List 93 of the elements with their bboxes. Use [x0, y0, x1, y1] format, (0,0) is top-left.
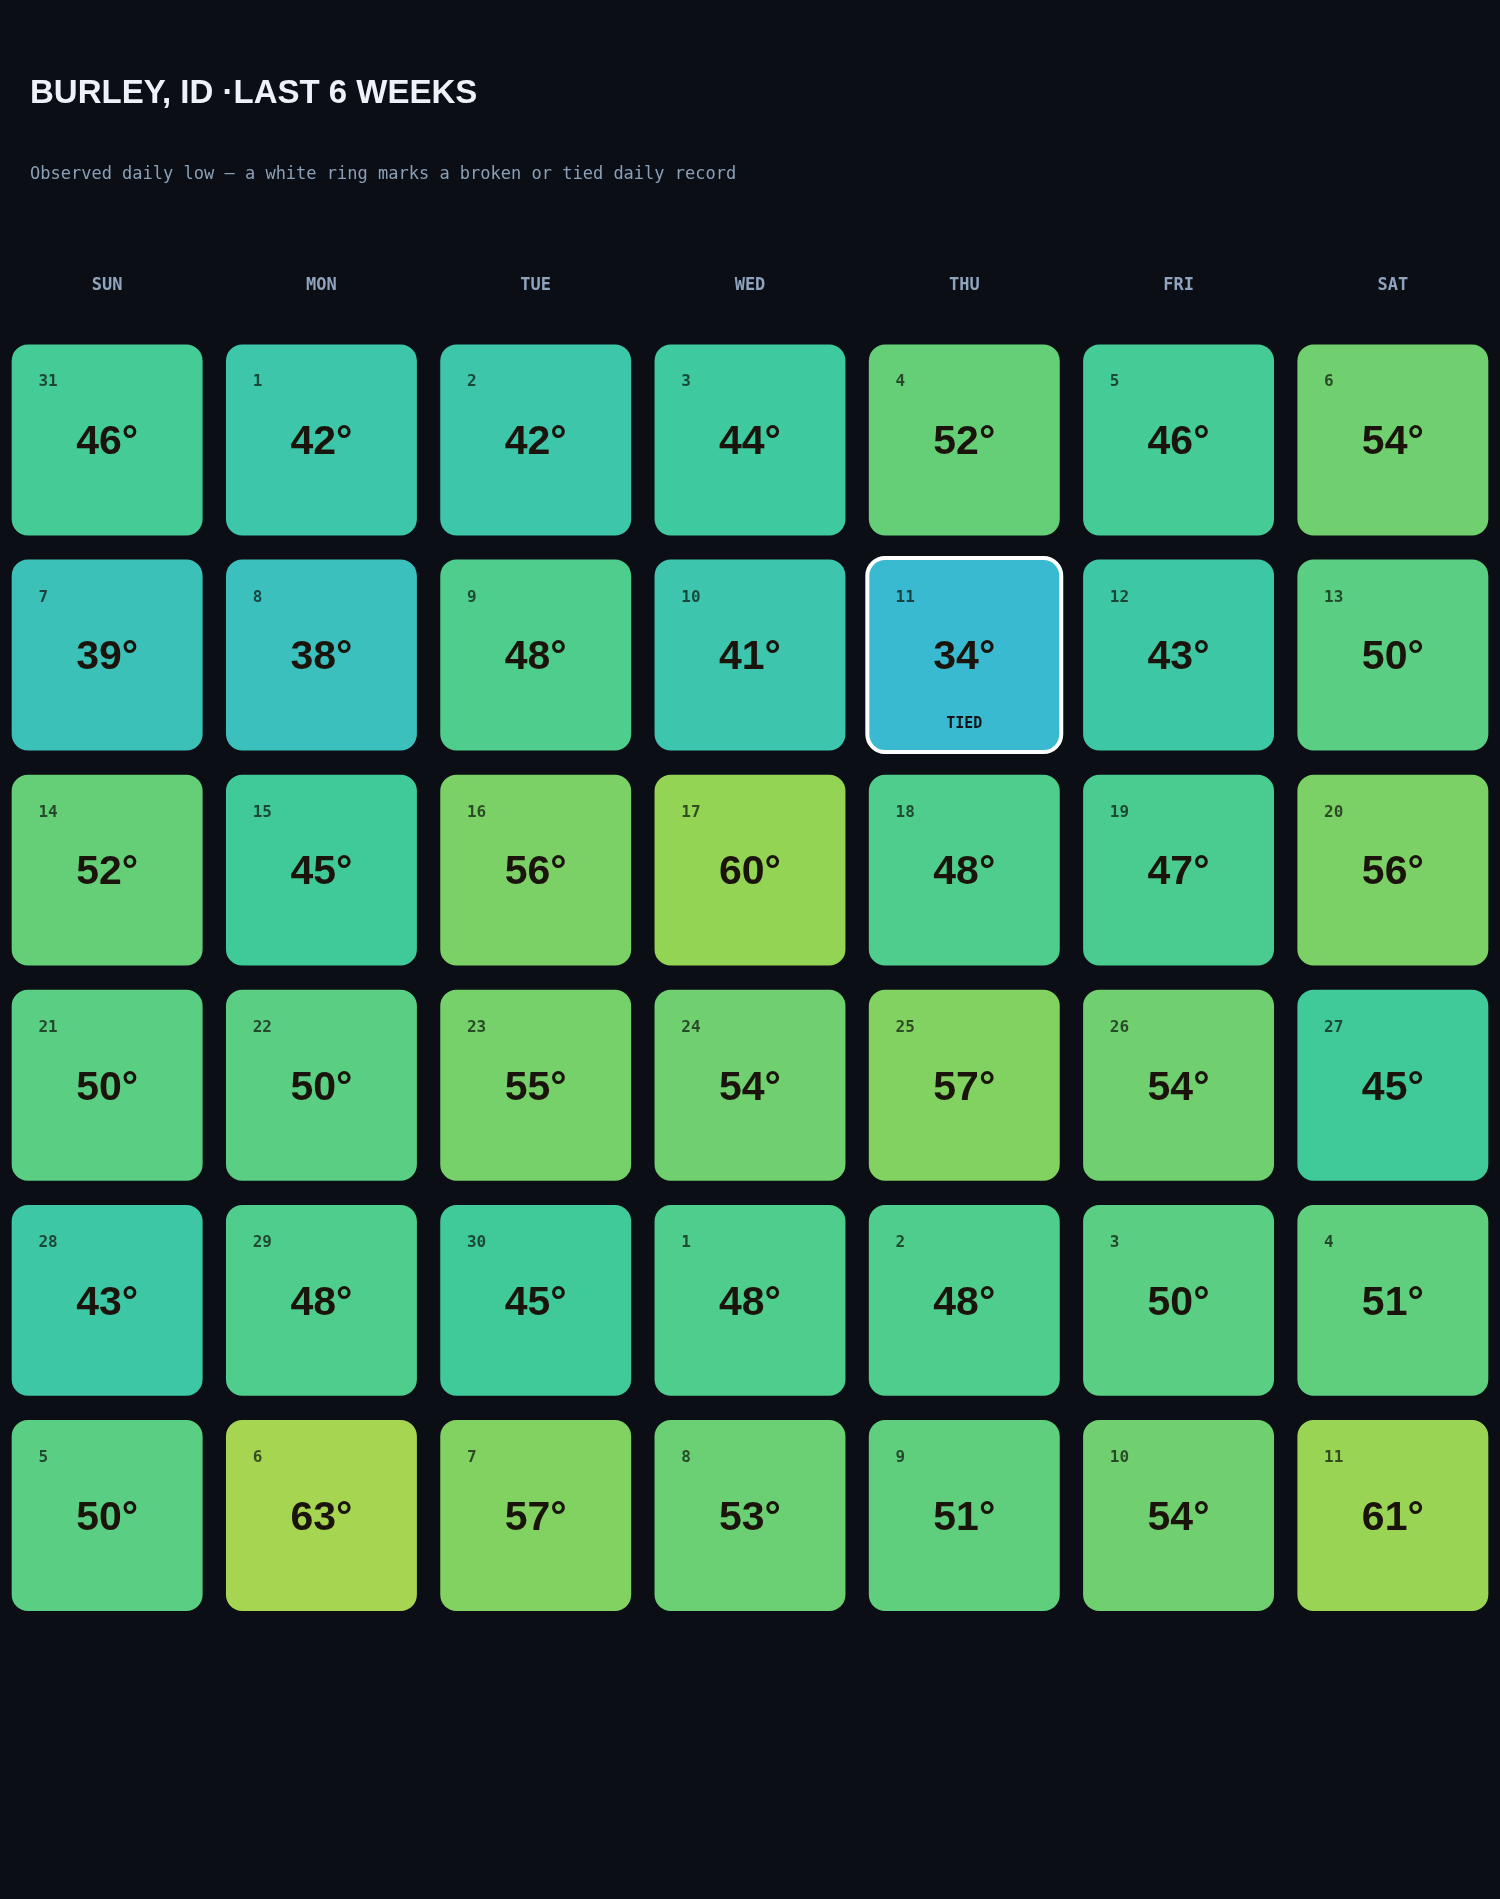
- data-label: 48°: [504, 632, 567, 679]
- data-label: 44°: [718, 417, 782, 464]
- annotation: 24: [681, 1016, 701, 1036]
- data-label: 56°: [1361, 847, 1424, 894]
- data-label: 50°: [76, 1062, 139, 1109]
- data-label: 50°: [76, 1492, 139, 1539]
- annotation: 12: [1109, 586, 1130, 606]
- annotation: 28: [38, 1231, 58, 1251]
- data-label: 38°: [290, 632, 353, 679]
- data-label: 50°: [290, 1062, 353, 1109]
- annotation: 2: [466, 371, 477, 391]
- annotation: 9: [895, 1446, 906, 1466]
- annotation: 4: [1324, 1231, 1334, 1251]
- data-label: 52°: [933, 417, 996, 464]
- annotation: 5: [38, 1446, 49, 1466]
- annotation: 13: [1324, 586, 1344, 606]
- data-label: 48°: [290, 1277, 353, 1324]
- data-label: 42°: [290, 417, 353, 464]
- data-label: 34° TIED: [933, 632, 996, 732]
- annotation: 29: [252, 1231, 272, 1251]
- data-label: 46°: [76, 417, 139, 464]
- data-label: 48°: [718, 1277, 782, 1324]
- data-label: 45°: [290, 847, 353, 894]
- annotation: 17: [681, 801, 701, 821]
- annotation: 1: [252, 371, 263, 391]
- x-tick-label: SAT: [1377, 273, 1409, 294]
- annotation: 15: [252, 801, 272, 821]
- data-label: 55°: [504, 1062, 567, 1109]
- annotation: 6: [252, 1446, 263, 1466]
- annotation: 14: [38, 801, 58, 821]
- annotation: 5: [1109, 371, 1120, 391]
- annotation: 10: [1109, 1446, 1130, 1466]
- chart-title: BURLEY, ID ·LAST 6 WEEKS: [30, 73, 478, 110]
- data-label: 42°: [504, 417, 567, 464]
- data-label: 54°: [718, 1062, 782, 1109]
- annotation: 3: [1109, 1231, 1120, 1251]
- annotation: 20: [1324, 801, 1344, 821]
- data-label: 41°: [718, 632, 782, 679]
- data-label: 50°: [1147, 1277, 1210, 1324]
- data-label: 45°: [1361, 1062, 1424, 1109]
- annotation: 4: [895, 371, 906, 391]
- annotation: 6: [1324, 371, 1334, 391]
- annotation: 26: [1109, 1016, 1130, 1036]
- x-tick-label: SUN: [91, 273, 123, 294]
- data-label: 43°: [1147, 632, 1210, 679]
- annotation: 25: [895, 1016, 915, 1036]
- data-label: 54°: [1147, 1062, 1210, 1109]
- annotation: 7: [466, 1446, 477, 1466]
- annotation: 19: [1109, 801, 1130, 821]
- data-label: 52°: [76, 847, 139, 894]
- annotation: 21: [38, 1016, 58, 1036]
- data-label: 48°: [933, 847, 996, 894]
- data-label: 50°: [1361, 632, 1424, 679]
- annotation: 3: [681, 371, 691, 391]
- annotation: 31: [38, 371, 58, 391]
- data-label: 56°: [504, 847, 567, 894]
- annotation: 8: [681, 1446, 691, 1466]
- data-label: 39°: [76, 632, 139, 679]
- data-label: 48°: [933, 1277, 996, 1324]
- annotation: 9: [466, 586, 477, 606]
- data-label: 57°: [504, 1492, 567, 1539]
- x-tick-label: FRI: [1163, 273, 1194, 294]
- x-tick-label: WED: [734, 273, 766, 294]
- data-label: 51°: [1361, 1277, 1424, 1324]
- annotation: 11: [1324, 1446, 1344, 1466]
- data-label: 60°: [718, 847, 782, 894]
- annotation: 7: [38, 586, 49, 606]
- annotation: 23: [466, 1016, 487, 1036]
- data-label: 45°: [504, 1277, 567, 1324]
- chart-subtitle: Observed daily low — a white ring marks a broken or tied daily record: [30, 163, 737, 183]
- annotation: 18: [895, 801, 915, 821]
- x-tick-label: TUE: [520, 273, 552, 294]
- annotation: 2: [895, 1231, 906, 1251]
- annotation: 27: [1324, 1016, 1344, 1036]
- data-label: 54°: [1147, 1492, 1210, 1539]
- data-label: 61°: [1361, 1492, 1424, 1539]
- data-label: 47°: [1147, 847, 1210, 894]
- annotation: 1: [681, 1231, 691, 1251]
- annotation: 10: [681, 586, 701, 606]
- annotation: 11: [895, 586, 915, 606]
- annotation: 22: [252, 1016, 272, 1036]
- annotation: 8: [252, 586, 263, 606]
- annotation: 16: [466, 801, 487, 821]
- x-tick-label: THU: [948, 273, 980, 294]
- annotation: 30: [466, 1231, 487, 1251]
- data-label: 63°: [290, 1492, 353, 1539]
- data-label: 57°: [933, 1062, 996, 1109]
- data-label: 46°: [1147, 417, 1210, 464]
- x-tick-label: MON: [306, 273, 337, 294]
- data-label: 43°: [76, 1277, 139, 1324]
- data-label: 53°: [718, 1492, 782, 1539]
- data-label: 54°: [1361, 417, 1424, 464]
- data-label: 51°: [933, 1492, 996, 1539]
